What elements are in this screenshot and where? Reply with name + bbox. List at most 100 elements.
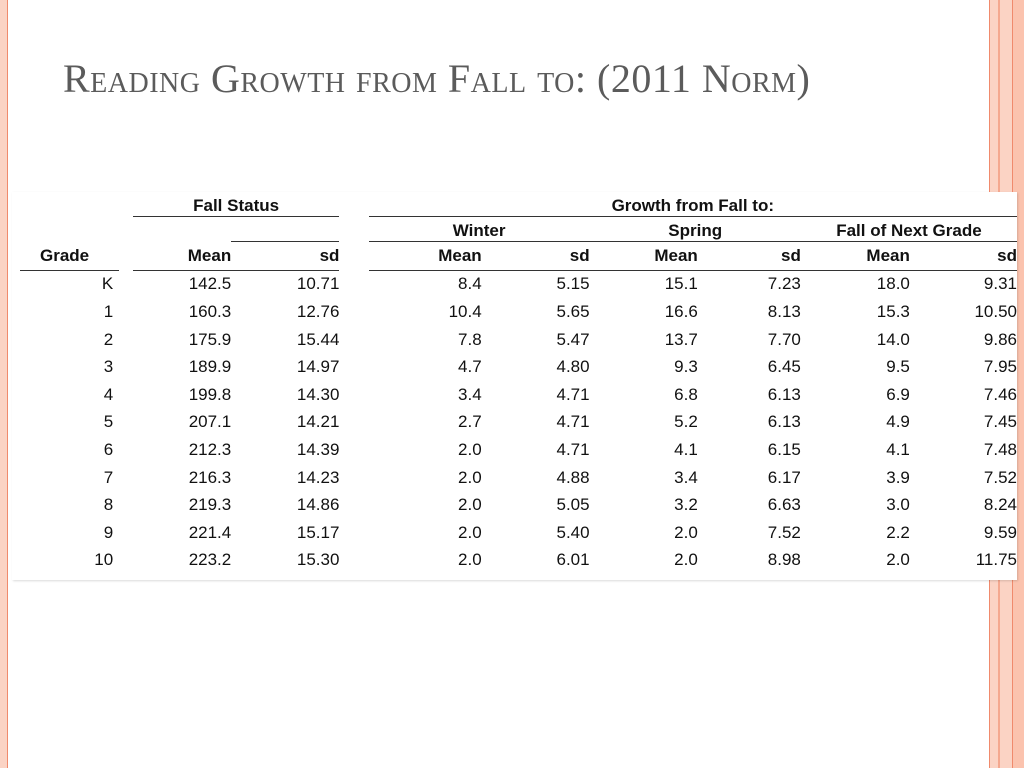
winter-mean-cell: 2.0 xyxy=(458,439,482,459)
spring-sd-cell: 6.63 xyxy=(767,495,801,515)
table-row: 4 199.8 14.30 3.4 4.71 6.8 6.13 6.9 7.46 xyxy=(20,381,1017,409)
next-sd-cell: 7.48 xyxy=(983,439,1017,459)
spring-mean-cell: 3.4 xyxy=(674,467,698,487)
spring-sd-cell: 8.98 xyxy=(767,550,801,570)
spring-mean-cell: 2.0 xyxy=(674,550,698,570)
fall-mean-cell: 207.1 xyxy=(188,412,232,432)
winter-mean-header: Mean xyxy=(368,241,482,271)
table-row: 5 207.1 14.21 2.7 4.71 5.2 6.13 4.9 7.45 xyxy=(20,409,1017,437)
next-sd-cell: 7.95 xyxy=(983,357,1017,377)
grade-cell: 6 xyxy=(103,439,114,459)
winter-sd-cell: 5.47 xyxy=(556,329,590,349)
next-mean-cell: 3.9 xyxy=(886,467,910,487)
spring-mean-cell: 15.1 xyxy=(664,274,698,294)
spring-sd-cell: 7.70 xyxy=(767,329,801,349)
fall-sd-cell: 15.30 xyxy=(296,550,340,570)
right-decorative-stripe xyxy=(1013,0,1024,768)
next-mean-cell: 2.0 xyxy=(886,550,910,570)
winter-mean-cell: 2.0 xyxy=(458,522,482,542)
norms-table: Fall Status Growth from Fall to: Winter … xyxy=(20,192,1017,574)
next-mean-cell: 18.0 xyxy=(876,274,910,294)
grade-cell: 5 xyxy=(103,412,114,432)
fall-sd-cell: 14.86 xyxy=(296,495,340,515)
table-row: 6 212.3 14.39 2.0 4.71 4.1 6.15 4.1 7.48 xyxy=(20,436,1017,464)
growth-header: Growth from Fall to: xyxy=(368,192,1017,217)
fall-mean-header: Mean xyxy=(132,241,232,271)
winter-mean-cell: 8.4 xyxy=(458,274,482,294)
winter-sd-cell: 5.40 xyxy=(556,522,590,542)
next-sd-cell: 10.50 xyxy=(974,301,1017,321)
norms-table-image: Fall Status Growth from Fall to: Winter … xyxy=(12,192,1017,580)
winter-mean-cell: 2.0 xyxy=(458,495,482,515)
grade-cell: 3 xyxy=(103,357,114,377)
winter-mean-cell: 2.0 xyxy=(458,467,482,487)
grade-cell: 2 xyxy=(103,329,114,349)
grade-cell: 7 xyxy=(103,467,114,487)
next-sd-cell: 9.86 xyxy=(983,329,1017,349)
fall-sd-cell: 14.39 xyxy=(296,439,340,459)
left-decorative-stripe xyxy=(0,0,7,768)
spring-sd-cell: 6.17 xyxy=(767,467,801,487)
winter-sd-cell: 4.88 xyxy=(556,467,590,487)
next-mean-cell: 9.5 xyxy=(886,357,910,377)
winter-mean-cell: 2.7 xyxy=(458,412,482,432)
fall-mean-cell: 221.4 xyxy=(188,522,232,542)
spring-sd-cell: 6.15 xyxy=(767,439,801,459)
winter-mean-cell: 10.4 xyxy=(448,301,482,321)
fall-sd-cell: 12.76 xyxy=(296,301,340,321)
next-sd-cell: 9.31 xyxy=(983,274,1017,294)
spring-mean-cell: 9.3 xyxy=(674,357,698,377)
fall-sd-cell: 10.71 xyxy=(296,274,340,294)
spring-mean-cell: 6.8 xyxy=(674,384,698,404)
winter-sd-cell: 4.80 xyxy=(556,357,590,377)
grade-column-header: Grade xyxy=(20,241,120,271)
winter-mean-cell: 2.0 xyxy=(458,550,482,570)
next-sd-cell: 9.59 xyxy=(983,522,1017,542)
next-sd-cell: 7.52 xyxy=(983,467,1017,487)
next-grade-header: Fall of Next Grade xyxy=(800,216,1017,242)
next-sd-cell: 11.75 xyxy=(975,550,1017,570)
spring-mean-cell: 2.0 xyxy=(674,522,698,542)
grade-cell: 9 xyxy=(103,522,114,542)
grade-cell: K xyxy=(101,274,114,294)
winter-sd-cell: 5.15 xyxy=(556,274,590,294)
next-mean-cell: 4.9 xyxy=(886,412,910,432)
grade-cell: 10 xyxy=(94,550,114,570)
winter-sd-cell: 5.65 xyxy=(556,301,590,321)
grade-cell: 8 xyxy=(103,495,114,515)
spring-mean-cell: 16.6 xyxy=(664,301,698,321)
spring-sd-header: sd xyxy=(697,241,801,271)
table-body: K 142.5 10.71 8.4 5.15 15.1 7.23 18.0 9.31 1 160.3… xyxy=(20,270,1017,574)
fall-sd-cell: 15.17 xyxy=(296,522,340,542)
fall-mean-cell: 199.8 xyxy=(188,384,232,404)
next-sd-cell: 7.45 xyxy=(983,412,1017,432)
spring-sd-cell: 7.23 xyxy=(767,274,801,294)
fall-sd-cell: 14.30 xyxy=(296,384,340,404)
left-stripe-line xyxy=(7,0,8,768)
fall-status-header: Fall Status xyxy=(132,192,340,217)
spring-mean-header: Mean xyxy=(589,241,698,271)
spring-header: Spring xyxy=(589,216,801,242)
fall-mean-cell: 142.5 xyxy=(188,274,232,294)
fall-sd-cell: 14.23 xyxy=(296,467,340,487)
next-mean-cell: 2.2 xyxy=(886,522,910,542)
next-mean-header: Mean xyxy=(800,241,910,271)
fall-sd-cell: 14.97 xyxy=(296,357,340,377)
table-row: 3 189.9 14.97 4.7 4.80 9.3 6.45 9.5 7.95 xyxy=(20,353,1017,381)
fall-mean-cell: 212.3 xyxy=(188,439,232,459)
slide-title: Reading Growth from Fall to: (2011 Norm) xyxy=(63,56,811,101)
next-sd-cell: 7.46 xyxy=(983,384,1017,404)
winter-mean-cell: 4.7 xyxy=(458,357,482,377)
winter-header: Winter xyxy=(368,216,590,242)
spring-sd-cell: 6.13 xyxy=(767,384,801,404)
winter-sd-cell: 4.71 xyxy=(556,439,590,459)
fall-mean-cell: 175.9 xyxy=(188,329,232,349)
fall-mean-cell: 223.2 xyxy=(188,550,232,570)
fall-sd-cell: 15.44 xyxy=(296,329,340,349)
table-row: 10 223.2 15.30 2.0 6.01 2.0 8.98 2.0 11.75 xyxy=(20,547,1017,575)
spring-sd-cell: 6.13 xyxy=(767,412,801,432)
next-mean-cell: 14.0 xyxy=(876,329,910,349)
spring-mean-cell: 13.7 xyxy=(664,329,698,349)
grade-cell: 1 xyxy=(103,301,114,321)
table-row: K 142.5 10.71 8.4 5.15 15.1 7.23 18.0 9.31 xyxy=(20,270,1017,298)
